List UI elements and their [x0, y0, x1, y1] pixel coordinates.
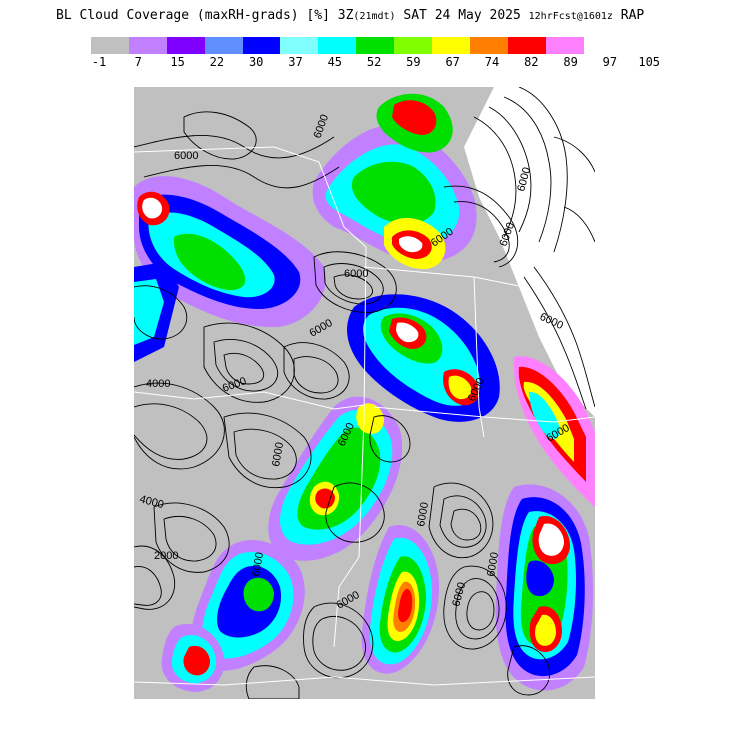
title-model: RAP: [612, 8, 645, 23]
contour-label: 6000: [250, 551, 266, 577]
legend-swatch: [507, 37, 546, 54]
contour-label: 4000: [146, 378, 170, 390]
legend-tick-label: 89: [563, 55, 578, 69]
contour-label: 2000: [154, 550, 178, 562]
legend-ticks: -1 7 15 22 30 37 45 52 59 67 74 82 89 97 105: [0, 55, 729, 71]
legend-tick-label: 30: [248, 55, 264, 69]
cloud-coverage-map: 6000 6000 6000 6000 6000 6000 6000 6000 …: [134, 87, 595, 699]
legend-tick-label: 105: [638, 55, 661, 69]
legend-swatch: [166, 37, 205, 54]
legend-swatch: [394, 37, 433, 54]
legend-tick-label: 82: [524, 55, 539, 69]
legend-tick-label: 59: [406, 55, 421, 69]
clear-sky-region: [464, 87, 595, 417]
legend-swatch: [204, 37, 243, 54]
title-main: BL Cloud Coverage (maxRH-grads) [%] 3Z: [56, 8, 354, 23]
legend-swatch: [318, 37, 357, 54]
legend-tick-label: 67: [445, 55, 460, 69]
legend-swatch: [242, 37, 281, 54]
cloud-coverage-field: [134, 93, 595, 692]
contour-label: 6000: [270, 441, 286, 467]
legend-tick-label: 37: [288, 55, 303, 69]
legend-swatch: [128, 37, 167, 54]
legend-swatch: [545, 37, 584, 54]
legend-tick-label: 45: [327, 55, 343, 69]
legend-tick-label: 74: [484, 55, 500, 69]
title-forecast: 12hrFcst@1601z: [528, 11, 613, 22]
contour-label: 6000: [485, 551, 501, 577]
contour-label: 6000: [415, 501, 431, 527]
contour-label: 6000: [344, 268, 368, 280]
map-canvas: 6000 6000 6000 6000 6000 6000 6000 6000 …: [134, 87, 595, 699]
legend-tick-label: 52: [366, 55, 382, 69]
legend-swatch: [280, 37, 319, 54]
legend-swatch: [432, 37, 470, 54]
legend-tick-label: -1: [91, 55, 107, 69]
legend-swatch: [469, 37, 508, 54]
map-title: BL Cloud Coverage (maxRH-grads) [%] 3Z(2…: [56, 8, 644, 23]
legend-tick-label: 15: [170, 55, 185, 69]
color-legend: [91, 37, 584, 54]
title-local-time: (21mdt): [353, 11, 396, 22]
contour-label: 6000: [174, 150, 198, 162]
legend-swatch: [91, 37, 129, 54]
legend-tick-label: 97: [602, 55, 618, 69]
state-boundaries: [134, 146, 595, 686]
contour-lines: [134, 87, 595, 699]
legend-tick-label: 22: [209, 55, 225, 69]
title-date: SAT 24 May 2025: [395, 8, 529, 23]
legend-swatch: [356, 37, 395, 54]
legend-tick-label: 7: [134, 55, 142, 69]
